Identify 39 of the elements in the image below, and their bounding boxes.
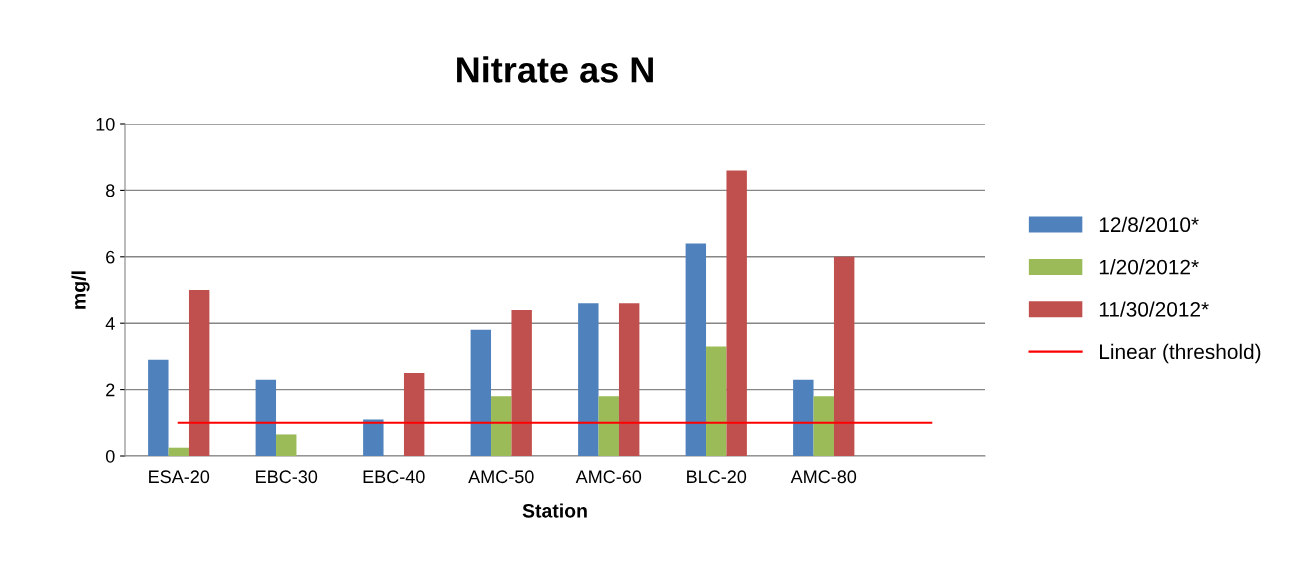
bar <box>598 396 619 456</box>
legend-label: 11/30/2012* <box>1099 301 1209 317</box>
legend-label: Linear (threshold) <box>1100 343 1261 364</box>
x-tick-label: AMC-80 <box>790 470 857 484</box>
chart-title: Nitrate as N <box>457 56 653 83</box>
x-tick-label: ESA-20 <box>149 470 210 484</box>
legend-label: 1/20/2012* <box>1099 259 1199 275</box>
y-tick-label: 4 <box>105 317 115 330</box>
bar <box>685 243 707 456</box>
x-tick-label: BLC-20 <box>687 470 747 484</box>
y-tick-label: 8 <box>106 184 115 198</box>
bar <box>148 359 169 456</box>
bar <box>833 256 855 456</box>
y-tick-label: 6 <box>106 250 115 264</box>
bar <box>618 303 640 456</box>
bar <box>276 434 297 456</box>
y-tick-label: 10 <box>96 117 115 131</box>
bar <box>491 396 512 456</box>
y-tick-label: 2 <box>106 383 115 397</box>
x-tick-label: AMC-60 <box>575 470 642 484</box>
bar <box>793 379 814 456</box>
bar <box>188 290 210 456</box>
y-axis-title: mg/l <box>71 271 90 309</box>
bar <box>726 170 747 456</box>
bar <box>578 303 599 456</box>
bar <box>470 329 492 456</box>
x-tick-label: EBC-40 <box>363 470 425 484</box>
y-tick-label: 0 <box>105 449 115 463</box>
x-tick-label: AMC-50 <box>468 470 534 484</box>
legend-label: 12/8/2010* <box>1099 216 1199 233</box>
x-axis-title: Station <box>522 503 587 518</box>
bar <box>511 309 532 456</box>
bar <box>168 447 189 456</box>
bar <box>255 379 277 456</box>
bar <box>363 419 384 456</box>
bar <box>813 396 834 456</box>
x-tick-label: EBC-30 <box>256 470 318 484</box>
bar <box>403 373 425 456</box>
bar <box>706 346 727 456</box>
